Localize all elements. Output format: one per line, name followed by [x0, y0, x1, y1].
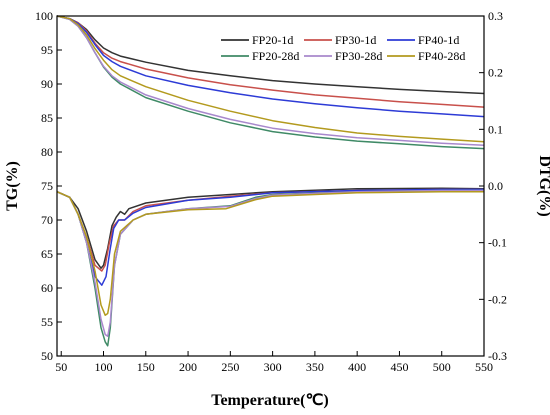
legend-label: FP30-28d	[335, 49, 382, 63]
x-tick-label: 400	[348, 360, 366, 374]
x-tick-label: 550	[475, 360, 493, 374]
y-right-tick-label: 0.0	[488, 179, 503, 193]
y-right-tick-label: 0.3	[488, 9, 503, 23]
x-tick-label: 150	[137, 360, 155, 374]
x-tick-label: 100	[95, 360, 113, 374]
y-axis-title-right: DTG(%)	[536, 155, 550, 216]
x-tick-label: 200	[179, 360, 197, 374]
y-right-tick-label: -0.3	[488, 349, 507, 363]
legend-label: FP40-1d	[418, 33, 459, 47]
legend-label: FP40-28d	[418, 49, 465, 63]
y-left-tick-label: 55	[41, 315, 53, 329]
dtg-line-fp30-28d	[56, 189, 484, 337]
dtg-line-fp40-28d	[56, 190, 484, 316]
dtg-line-fp20-28d	[56, 189, 484, 347]
legend-label: FP20-1d	[252, 33, 293, 47]
tg-line-fp30-1d	[56, 15, 485, 108]
legend-label: FP20-28d	[252, 49, 299, 63]
y-left-tick-label: 60	[41, 281, 53, 295]
y-right-tick-label: 0.2	[488, 66, 503, 80]
curves-layer	[56, 15, 485, 347]
y-axis-title-left: TG(%)	[4, 161, 21, 211]
x-tick-label: 350	[306, 360, 324, 374]
y-right-tick-label: -0.2	[488, 292, 507, 306]
x-axis-title: Temperature(℃)	[211, 392, 329, 409]
y-left-tick-label: 70	[41, 213, 53, 227]
x-tick-label: 450	[390, 360, 408, 374]
y-left-tick-label: 100	[35, 9, 53, 23]
ticks-layer: 50 100 150 200 250 300 350 400 450 500 550 50 55 60 65…	[35, 9, 507, 374]
legend-label: FP30-1d	[335, 33, 376, 47]
y-left-tick-label: 90	[41, 77, 53, 91]
y-left-tick-label: 85	[41, 111, 53, 125]
y-right-tick-label: -0.1	[488, 236, 507, 250]
tg-line-fp30-28d	[56, 15, 485, 146]
x-tick-label: 500	[433, 360, 451, 374]
y-left-tick-label: 65	[41, 247, 53, 261]
dtg-line-fp20-1d	[56, 187, 485, 269]
y-left-tick-label: 95	[41, 43, 53, 57]
x-tick-label: 300	[264, 360, 282, 374]
legend: FP20-1d FP30-1d FP40-1d FP20-28d FP30-28d FP4…	[221, 33, 465, 63]
tg-line-fp40-1d	[56, 15, 485, 118]
y-left-tick-label: 75	[41, 179, 53, 193]
x-tick-label: 50	[55, 360, 67, 374]
tg-line-fp40-28d	[56, 15, 485, 143]
y-left-tick-label: 80	[41, 145, 53, 159]
y-left-tick-label: 50	[41, 349, 53, 363]
x-tick-label: 250	[221, 360, 239, 374]
dtg-line-fp40-1d	[56, 188, 484, 286]
y-right-tick-label: 0.1	[488, 122, 503, 136]
